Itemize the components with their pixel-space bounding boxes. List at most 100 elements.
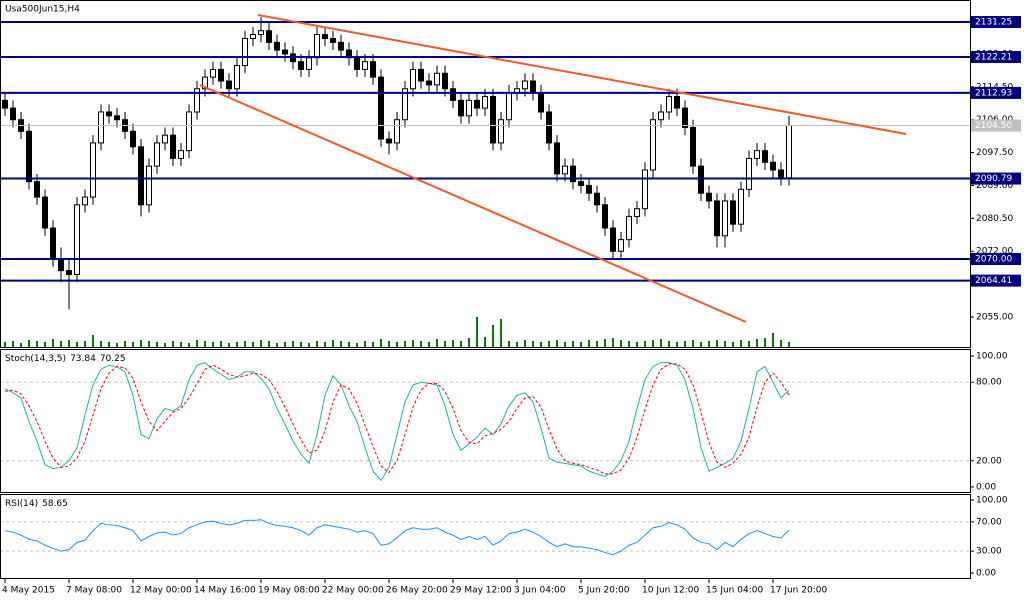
- candle-body: [506, 92, 512, 121]
- candle-body: [730, 200, 736, 225]
- volume-bar: [28, 340, 30, 347]
- volume-bar: [780, 340, 782, 347]
- candle-body: [634, 208, 640, 217]
- volume-bar: [76, 342, 78, 347]
- candle-body: [10, 107, 16, 121]
- volume-bar: [636, 342, 638, 347]
- candle-body: [666, 95, 672, 113]
- volume-bar: [596, 341, 598, 347]
- volume-bar: [740, 340, 742, 347]
- y-tick-label: 100.00: [976, 352, 1008, 362]
- volume-bar: [204, 341, 206, 347]
- volume-bar: [492, 325, 494, 347]
- volume-bar: [68, 340, 70, 347]
- candle-body: [242, 37, 248, 67]
- x-tick-label: 15 Jun 04:00: [706, 586, 763, 596]
- x-tick-label: 17 Jun 20:00: [770, 586, 827, 596]
- volume-bar: [468, 338, 470, 347]
- volume-bar: [300, 342, 302, 347]
- volume-bar: [396, 342, 398, 347]
- volume-bar: [268, 341, 270, 347]
- candle-body: [26, 130, 32, 183]
- indicator-title: Stoch(14,3,5) 73.84 70.25: [5, 354, 126, 364]
- level-label: 2112.93: [975, 88, 1012, 98]
- candle-body: [138, 146, 144, 206]
- trend-line: [199, 84, 747, 323]
- volume-bar: [92, 335, 94, 347]
- indicator-title-part: 73.84: [70, 354, 96, 364]
- candle-body: [330, 37, 336, 43]
- volume-bar: [388, 341, 390, 347]
- volume-bar: [524, 340, 526, 347]
- candle-body: [378, 76, 384, 140]
- candle-body: [202, 76, 208, 90]
- volume-bar: [372, 342, 374, 347]
- candle-body: [410, 68, 416, 90]
- candle-body: [178, 150, 184, 159]
- volume-bar: [548, 341, 550, 347]
- candle-body: [722, 200, 728, 237]
- volume-bar: [708, 341, 710, 347]
- candle-body: [466, 99, 472, 117]
- candle-body: [754, 150, 760, 159]
- candle-body: [770, 161, 776, 171]
- y-tick-label: 2055.00: [976, 313, 1013, 323]
- candle-body: [586, 184, 592, 194]
- candle-body: [234, 65, 240, 90]
- level-label-box: [971, 86, 1021, 99]
- candle-body: [338, 41, 344, 51]
- candle-body: [650, 119, 656, 171]
- candle-body: [258, 30, 264, 36]
- x-tick-label: 19 May 08:00: [258, 586, 320, 596]
- candle-body: [322, 34, 328, 39]
- y-tick-label: 70.00: [976, 517, 1002, 527]
- candle-body: [402, 88, 408, 121]
- volume-bar: [188, 343, 190, 347]
- volume-bar: [764, 338, 766, 347]
- candle-body: [458, 99, 464, 117]
- indicator-title-part: Stoch(14,3,5): [5, 354, 66, 364]
- volume-bar: [108, 342, 110, 347]
- x-tick-label: 26 May 20:00: [386, 586, 448, 596]
- volume-bar: [124, 341, 126, 347]
- volume-bar: [100, 341, 102, 347]
- x-tick-label: 12 May 00:00: [130, 586, 192, 596]
- volume-bar: [140, 340, 142, 347]
- candle-body: [186, 111, 192, 152]
- volume-bar: [292, 341, 294, 347]
- volume-bar: [540, 342, 542, 347]
- volume-bar: [316, 341, 318, 347]
- y-tick-label: 2097.50: [976, 148, 1013, 158]
- x-tick-label: 14 May 16:00: [194, 586, 256, 596]
- volume-bar: [148, 341, 150, 347]
- candle-body: [490, 95, 496, 144]
- candle-body: [682, 107, 688, 128]
- level-label: 2131.25: [975, 18, 1012, 28]
- volume-bar: [668, 341, 670, 347]
- level-label-box: [971, 50, 1021, 63]
- volume-bar: [628, 341, 630, 347]
- level-label: 2070.00: [975, 254, 1012, 264]
- volume-bar: [532, 341, 534, 347]
- candle-body: [674, 95, 680, 109]
- candle-body: [34, 181, 40, 198]
- volume-bar: [412, 340, 414, 347]
- candle-body: [714, 200, 720, 237]
- volume-bar: [12, 341, 14, 347]
- candle-body: [610, 227, 616, 252]
- candle-body: [82, 196, 88, 206]
- candle-body: [274, 41, 280, 51]
- volume-bar: [244, 341, 246, 347]
- candle-body: [554, 142, 560, 175]
- volume-bar: [476, 317, 478, 347]
- volume-bar: [436, 339, 438, 347]
- volume-bar: [236, 342, 238, 347]
- volume-bar: [220, 341, 222, 347]
- candle-body: [698, 165, 704, 194]
- candle-body: [266, 30, 272, 43]
- level-label-box: [971, 274, 1021, 287]
- volume-bar: [772, 333, 774, 347]
- candle-body: [98, 111, 104, 144]
- candle-body: [106, 111, 112, 117]
- candle-body: [306, 57, 312, 70]
